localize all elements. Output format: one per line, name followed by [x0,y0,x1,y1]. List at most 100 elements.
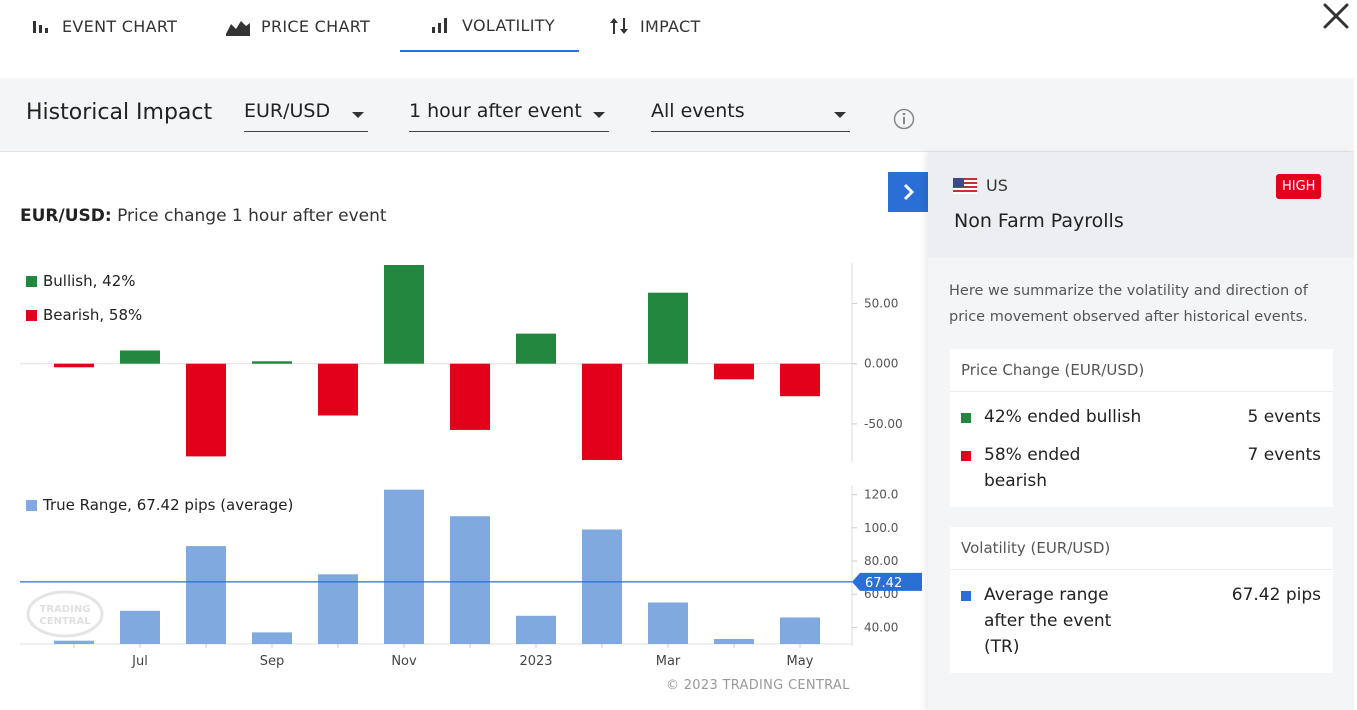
y-tick-label: -50.00 [864,417,903,431]
area-chart-icon [226,21,250,36]
currency-pair-select[interactable]: EUR/USD [244,100,368,132]
events-filter-select[interactable]: All events [651,100,850,132]
y-tick-label: 40.00 [864,620,898,634]
page-title: Historical Impact [26,100,213,125]
bearish-swatch [961,451,971,461]
true-range-bar [384,489,424,644]
tab-label: EVENT CHART [62,16,178,36]
tab-impact[interactable]: IMPACT [608,0,728,52]
true-range-bar [648,602,688,644]
true-range-bar [714,639,754,644]
legend-label: True Range, 67.42 pips (average) [43,496,294,514]
bullish-bar [648,292,688,364]
true-range-bar [252,632,292,644]
range-label-line-2: after the event [984,611,1112,631]
y-tick-label: 0.000 [864,357,898,371]
importance-badge: HIGH [1276,174,1322,199]
true-range-bar [120,610,160,644]
tab-event-chart[interactable]: EVENT CHART [30,0,190,52]
select-value: 1 hour after event [409,100,582,122]
card-title: Price Change (EUR/USD) [961,361,1145,379]
x-tick-label: Jul [131,654,148,669]
bullish-swatch [961,413,971,423]
bullish-label: 42% ended bullish [984,407,1142,427]
chevron-down-icon [834,112,846,118]
tab-label: VOLATILITY [462,15,555,35]
true-range-bar [318,574,358,644]
tab-price-chart[interactable]: PRICE CHART [225,0,395,52]
average-marker [852,572,922,591]
x-tick-label: Nov [391,654,417,669]
chart-title: EUR/USD: Price change 1 hour after event [20,206,387,226]
true-range-bar [780,617,820,644]
bullish-bar [252,361,292,364]
bearish-bar [582,363,622,460]
y-tick-label: 80.00 [864,554,898,568]
legend-label: Bullish, 42% [43,272,136,290]
legend-swatch [26,309,37,321]
bullish-count: 5 events [1247,407,1322,427]
range-label-line-3: (TR) [984,637,1020,657]
chevron-down-icon [352,112,364,118]
true-range-bar [582,529,622,644]
country-label: US [986,176,1008,195]
legend-bearish: Bearish, 58% [26,306,142,324]
event-name: Non Farm Payrolls [954,210,1124,232]
y-tick-label: 50.00 [864,297,898,311]
trading-central-watermark-logo: TRADING CENTRAL [26,590,104,638]
bearish-bar [54,363,94,368]
chart-title-pair: EUR/USD: [20,206,112,226]
true-range-bar [54,640,94,644]
x-tick-label: May [787,654,814,669]
divider [950,569,1333,570]
tab-label: PRICE CHART [261,16,371,36]
select-value: All events [651,100,745,122]
bearish-bar [714,363,754,380]
volatility-card: Volatility (EUR/USD) Average range after… [950,527,1333,673]
legend-bullish: Bullish, 42% [26,272,136,290]
range-label-line-1: Average range [984,585,1109,605]
tab-label: IMPACT [640,16,701,36]
bearish-label-line-1: 58% ended [984,445,1081,465]
tab-volatility[interactable]: VOLATILITY [400,0,579,52]
bearish-label-line-2: bearish [984,471,1048,491]
svg-text:TRADING: TRADING [40,604,91,615]
svg-text:CENTRAL: CENTRAL [39,616,91,627]
close-icon[interactable] [1320,0,1352,32]
select-value: EUR/USD [244,100,331,122]
bullish-bar [120,350,160,364]
up-down-arrows-icon [610,18,628,34]
x-tick-label: Mar [656,654,681,669]
expand-panel-button[interactable] [888,172,928,212]
tab-bar: EVENT CHART PRICE CHART VOLATILITY IMPAC… [0,0,1357,78]
bar-chart-icon [33,21,48,33]
chevron-right-icon [903,183,915,201]
legend-swatch [26,275,37,287]
event-header: US HIGH Non Farm Payrolls [928,152,1354,258]
y-tick-label: 100.0 [864,521,898,535]
legend-true-range: True Range, 67.42 pips (average) [26,496,293,514]
chevron-down-icon [593,112,605,118]
x-tick-label: 2023 [519,654,552,669]
legend-swatch [26,499,37,511]
legend-label: Bearish, 58% [43,306,143,324]
true-range-bar [186,546,226,644]
bearish-bar [186,363,226,457]
info-icon[interactable] [893,108,915,130]
volatility-icon [432,18,447,33]
time-window-select[interactable]: 1 hour after event [409,100,609,132]
impact-chart: 50.000.000-50.00120.0100.080.0060.0040.0… [20,263,922,669]
average-range-label: Average range after the event (TR) [984,582,1111,660]
divider [950,391,1333,392]
event-summary-panel: US HIGH Non Farm Payrolls Here we summar… [928,152,1354,710]
bearish-bar [780,363,820,397]
card-title: Volatility (EUR/USD) [961,539,1111,557]
summary-text: Here we summarize the volatility and dir… [949,283,1308,325]
true-range-bar [450,516,490,644]
chart-title-text: Price change 1 hour after event [117,206,387,226]
y-tick-label: 120.0 [864,488,898,502]
chart-panel: 50.00 0.000 -50.00 120.0 100.0 80.00 60.00 40.0… [0,152,928,710]
copyright-text: © 2023 TRADING CENTRAL [666,678,850,693]
x-tick-label: Sep [260,654,285,669]
filter-toolbar: Historical Impact EUR/USD 1 hour after e… [0,78,1354,152]
